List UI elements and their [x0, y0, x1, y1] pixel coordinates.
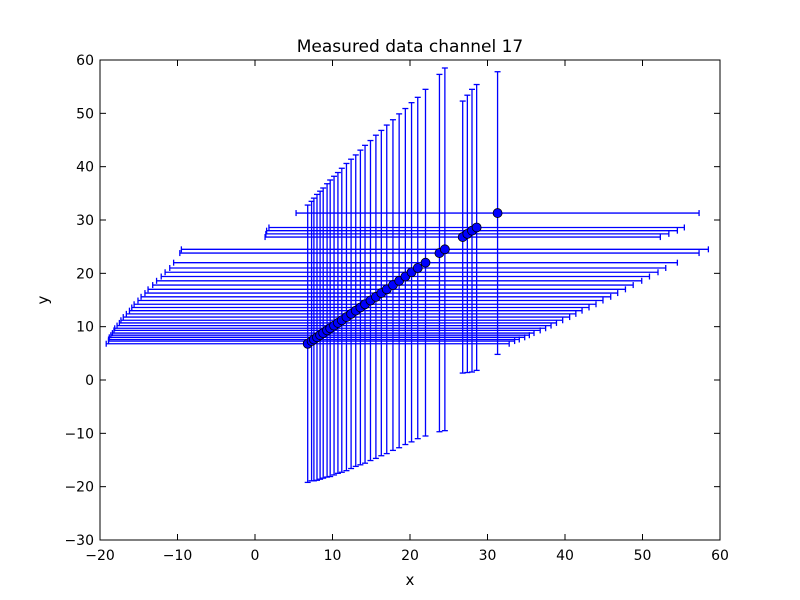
y-axis-ticks: −30 −20 −10 0 10 20 30 40 50 60 — [64, 53, 720, 549]
y-tick-label: 60 — [76, 53, 94, 69]
x-axis-label: x — [406, 571, 415, 589]
data-point — [492, 208, 503, 218]
marker-layer — [302, 208, 503, 349]
y-tick-label: 0 — [85, 373, 94, 389]
x-tick-label: 40 — [556, 548, 574, 564]
y-tick-label: −10 — [64, 426, 94, 442]
x-tick-label: −20 — [85, 548, 115, 564]
x-tick-label: 20 — [401, 548, 419, 564]
x-tick-label: 50 — [634, 548, 652, 564]
data-point — [439, 244, 450, 255]
x-axis-ticks: −20 −10 0 10 20 30 40 50 60 — [85, 60, 729, 564]
y-tick-label: 30 — [76, 213, 94, 229]
data-point — [412, 263, 423, 273]
y-tick-label: 40 — [76, 160, 94, 176]
y-tick-label: 10 — [76, 320, 94, 336]
x-tick-label: 10 — [324, 548, 342, 564]
data-point — [420, 257, 431, 268]
y-tick-label: −30 — [64, 533, 94, 549]
data-point — [471, 222, 482, 233]
y-tick-label: 50 — [76, 106, 94, 122]
chart-title: Measured data channel 17 — [297, 37, 523, 57]
x-tick-label: 30 — [479, 548, 497, 564]
y-tick-label: −20 — [64, 480, 94, 496]
y-tick-label: 20 — [76, 266, 94, 282]
x-tick-label: 60 — [711, 548, 729, 564]
x-tick-label: 0 — [251, 548, 260, 564]
x-tick-label: −10 — [163, 548, 193, 564]
y-axis-label: y — [34, 295, 52, 304]
